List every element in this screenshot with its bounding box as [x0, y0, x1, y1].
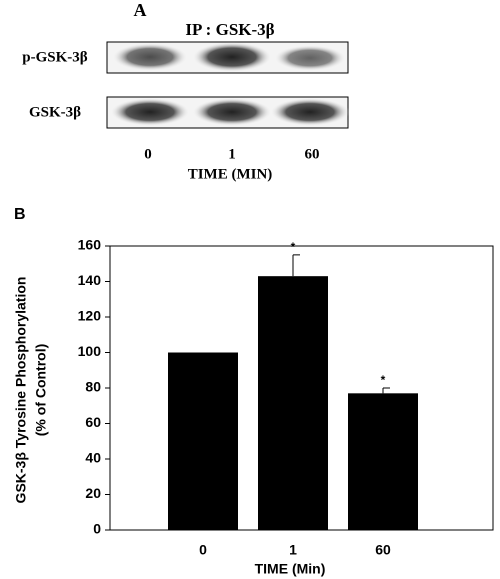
- x-axis-title: TIME (Min): [255, 561, 326, 577]
- x-tick-label: 1: [289, 542, 297, 558]
- panel-label: B: [14, 206, 26, 223]
- band: [192, 42, 272, 72]
- row-label: p-GSK-3β: [22, 49, 88, 65]
- bar: [348, 393, 418, 530]
- lane-label: 0: [144, 146, 152, 162]
- y-tick-label: 100: [78, 343, 102, 359]
- y-tick-label: 20: [85, 485, 101, 501]
- row-label: GSK-3β: [29, 104, 81, 120]
- y-tick-label: 140: [78, 272, 102, 288]
- panel-a: A IP : GSK-3β p-GSK-3β GSK-3β 0 1 60 TIM…: [22, 0, 350, 182]
- y-tick-label: 160: [78, 237, 102, 253]
- bar: [168, 352, 238, 530]
- band: [270, 98, 350, 126]
- y-axis-title: GSK-3β Tyrosine Phosphorylation: [13, 277, 29, 504]
- y-tick-label: 80: [85, 379, 101, 395]
- lane-label: 60: [305, 146, 320, 162]
- panel-label: A: [134, 0, 147, 20]
- y-tick-label: 60: [85, 414, 101, 430]
- band: [112, 43, 188, 71]
- lane-label: 1: [228, 146, 236, 162]
- band: [110, 98, 190, 126]
- significance-mark: *: [291, 240, 296, 254]
- x-tick-label: 0: [199, 542, 207, 558]
- significance-mark: *: [381, 373, 386, 387]
- y-tick-label: 120: [78, 308, 102, 324]
- y-tick-label: 0: [93, 521, 101, 537]
- y-axis-title: (% of Control): [33, 344, 49, 437]
- lane-axis-label: TIME (MIN): [188, 166, 273, 182]
- y-tick-label: 40: [85, 450, 101, 466]
- x-tick-label: 60: [375, 542, 391, 558]
- band: [192, 98, 272, 126]
- bar: [258, 276, 328, 530]
- blot-title: IP : GSK-3β: [185, 20, 274, 39]
- band: [274, 45, 346, 71]
